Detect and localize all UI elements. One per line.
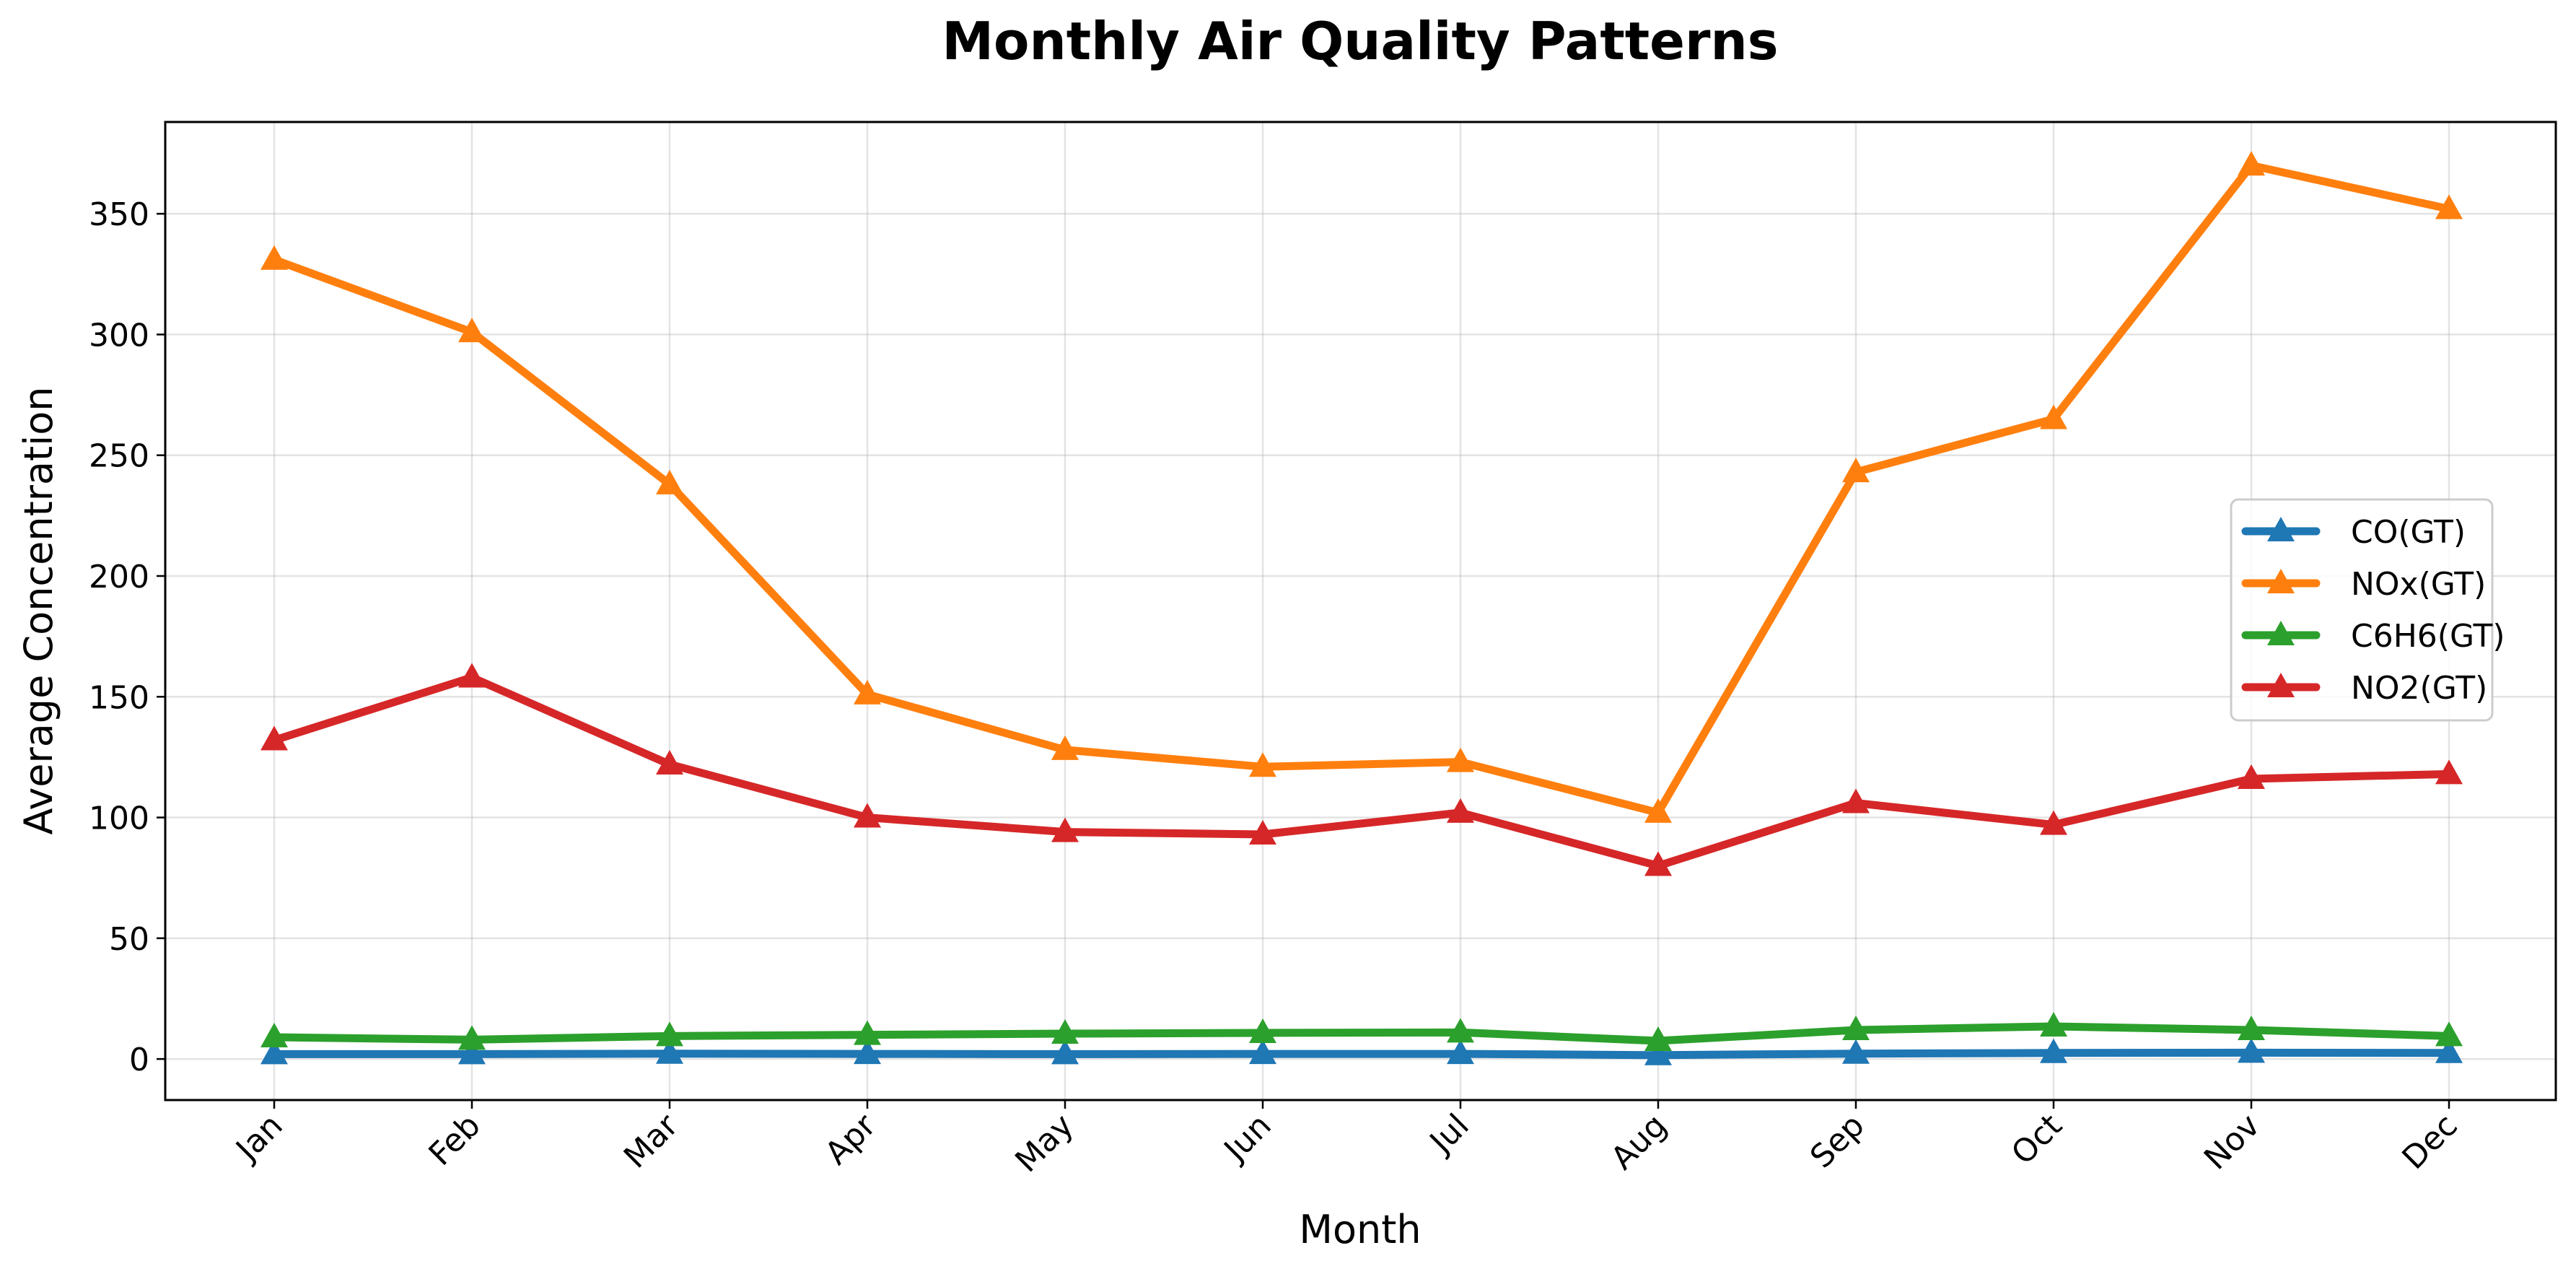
chart-title: Monthly Air Quality Patterns xyxy=(942,11,1778,71)
x-tick-label: May xyxy=(1008,1107,1080,1179)
legend-label: NOx(GT) xyxy=(2351,566,2486,603)
data-point xyxy=(656,1039,683,1064)
data-point xyxy=(458,1039,486,1065)
data-point xyxy=(260,1039,288,1065)
data-point xyxy=(2435,1038,2463,1063)
data-point xyxy=(1447,798,1474,823)
data-point xyxy=(656,749,683,775)
y-tick-label: 150 xyxy=(89,679,149,716)
x-axis-ticks: Jan Feb Mar Apr May Jun Jul Aug Sep Oct Nov Dec xyxy=(228,1100,2465,1179)
data-point xyxy=(1051,735,1079,760)
data-point xyxy=(2238,1038,2265,1063)
legend-label: NO2(GT) xyxy=(2351,670,2487,707)
legend-item: NOx(GT) xyxy=(2241,566,2486,603)
series-CO(GT) xyxy=(260,1038,2463,1065)
data-point xyxy=(458,1025,486,1050)
legend-box xyxy=(2230,498,2494,722)
x-tick-label: Feb xyxy=(422,1107,488,1173)
data-point xyxy=(1644,1040,1672,1065)
data-point xyxy=(2435,1021,2463,1047)
legend-label: C6H6(GT) xyxy=(2351,618,2505,655)
legend-marker xyxy=(2267,621,2295,645)
grid xyxy=(165,122,2556,1100)
data-point xyxy=(1644,851,1672,876)
legend-marker xyxy=(2267,569,2295,593)
data-point xyxy=(1051,817,1079,842)
series-line xyxy=(270,161,2453,817)
y-tick-label: 50 xyxy=(109,921,149,958)
data-point xyxy=(854,679,881,704)
y-axis-ticks: 0 50 100 150 200 250 300 350 xyxy=(89,196,165,1078)
y-tick-label: 350 xyxy=(89,196,149,233)
data-point xyxy=(458,318,486,343)
x-tick-label: Apr xyxy=(818,1107,884,1172)
data-point xyxy=(1249,1039,1276,1065)
x-tick-label: Oct xyxy=(2005,1107,2069,1172)
data-point xyxy=(2040,810,2067,835)
x-tick-label: Mar xyxy=(617,1107,685,1175)
data-point xyxy=(1644,1026,1672,1052)
x-tick-label: Nov xyxy=(2197,1107,2267,1177)
y-tick-label: 100 xyxy=(89,800,149,837)
series-line xyxy=(270,1022,2453,1045)
data-point xyxy=(1249,1018,1276,1043)
legend-marker xyxy=(2267,673,2295,697)
data-point xyxy=(2435,759,2463,785)
data-point xyxy=(458,663,486,688)
legend-item: CO(GT) xyxy=(2241,514,2466,551)
data-point xyxy=(2238,151,2265,176)
y-tick-label: 200 xyxy=(89,559,149,595)
x-tick-label: Sep xyxy=(1803,1107,1872,1176)
legend-item: C6H6(GT) xyxy=(2241,618,2505,655)
data-point xyxy=(1842,788,1870,813)
series-NO2(GT) xyxy=(260,663,2463,876)
legend-marker xyxy=(2267,517,2295,541)
y-axis-label: Average Concentration xyxy=(16,387,61,835)
legend-label: CO(GT) xyxy=(2351,514,2466,551)
data-point xyxy=(2435,194,2463,219)
data-point xyxy=(854,803,881,828)
data-point xyxy=(2040,404,2067,429)
data-point xyxy=(1249,819,1276,845)
data-point xyxy=(1447,747,1474,772)
data-point xyxy=(2040,1011,2067,1037)
y-tick-label: 250 xyxy=(89,438,149,475)
data-point xyxy=(260,245,288,270)
data-point xyxy=(260,725,288,751)
x-tick-label: Aug xyxy=(1604,1107,1674,1177)
legend: CO(GT) NOx(GT) C6H6(GT) NO2(GT) xyxy=(2230,498,2505,722)
x-tick-label: Jun xyxy=(1216,1107,1279,1170)
data-point xyxy=(2040,1038,2067,1063)
series-line xyxy=(270,673,2453,870)
data-point xyxy=(1644,798,1672,823)
data-point xyxy=(1842,1039,1870,1064)
series-NOx(GT) xyxy=(260,151,2463,823)
x-axis-label: Month xyxy=(1299,1207,1421,1252)
y-tick-label: 0 xyxy=(129,1042,149,1078)
data-point xyxy=(1051,1039,1079,1065)
series-C6H6(GT) xyxy=(260,1011,2463,1052)
data-point xyxy=(1051,1018,1079,1044)
data-point xyxy=(1447,1018,1474,1043)
data-point xyxy=(1447,1039,1474,1065)
x-tick-label: Jul xyxy=(1421,1107,1476,1162)
data-point xyxy=(656,1021,683,1047)
legend-item: NO2(GT) xyxy=(2241,670,2487,707)
data-point xyxy=(854,1020,881,1045)
y-tick-label: 300 xyxy=(89,317,149,354)
data-point xyxy=(854,1039,881,1065)
data-point xyxy=(1842,1015,1870,1040)
plot-frame xyxy=(164,121,2557,1101)
data-point xyxy=(2238,1015,2265,1040)
x-tick-label: Jan xyxy=(228,1107,290,1169)
data-point xyxy=(1249,752,1276,777)
data-point xyxy=(656,469,683,494)
data-point xyxy=(1842,458,1870,483)
x-tick-label: Dec xyxy=(2396,1107,2465,1177)
series-line xyxy=(270,1048,2453,1060)
data-point xyxy=(260,1023,288,1048)
series-layer xyxy=(260,151,2463,1065)
data-point xyxy=(2238,764,2265,790)
